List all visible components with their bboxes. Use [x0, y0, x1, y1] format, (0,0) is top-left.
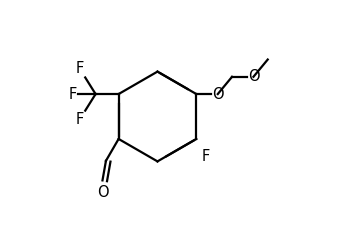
Text: O: O: [97, 185, 108, 199]
Text: F: F: [68, 86, 77, 102]
Text: O: O: [248, 69, 260, 84]
Text: O: O: [213, 86, 224, 102]
Text: F: F: [202, 149, 210, 164]
Text: F: F: [75, 112, 83, 127]
Text: F: F: [75, 61, 83, 76]
